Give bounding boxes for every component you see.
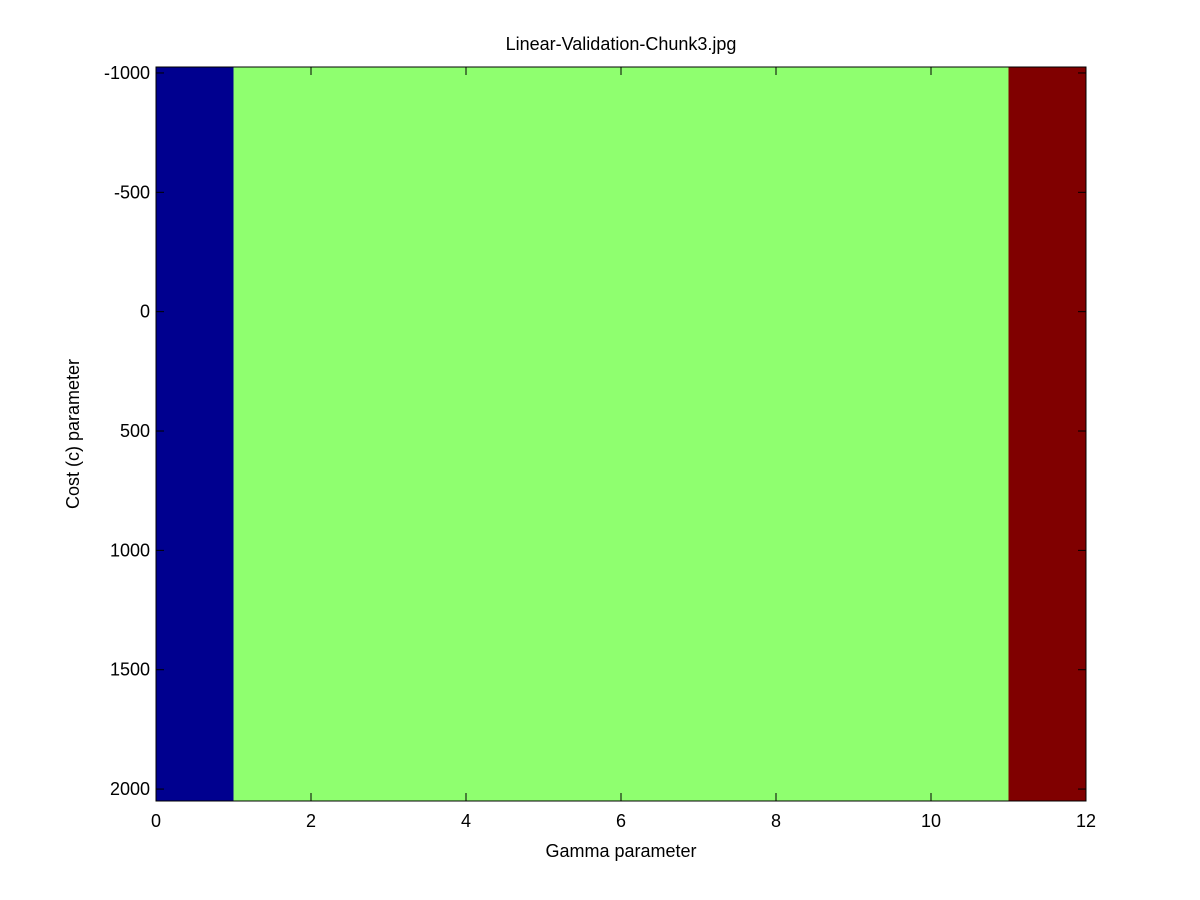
y-tick-label: 2000 [110,779,150,799]
heatmap-cells [156,67,1086,801]
heatmap-cell [1008,67,1086,801]
y-tick-label: 1500 [110,660,150,680]
heatmap-cell [156,67,234,801]
x-axis-label: Gamma parameter [545,841,696,861]
y-tick-label: 500 [120,421,150,441]
x-tick-label: 12 [1076,811,1096,831]
x-tick-label: 6 [616,811,626,831]
x-tick-label: 10 [921,811,941,831]
y-tick-label: 0 [140,302,150,322]
x-tick-label: 0 [151,811,161,831]
y-tick-label: -1000 [104,63,150,83]
heatmap-cell [233,67,1009,801]
x-tick-label: 2 [306,811,316,831]
x-tick-label: 8 [771,811,781,831]
y-tick-label: -500 [114,182,150,202]
y-axis-label: Cost (c) parameter [63,359,83,509]
chart-title: Linear-Validation-Chunk3.jpg [506,34,737,54]
axis-ticks: 0 2 4 6 8 10 12 -1000 -500 0 500 1000 1500 2000 [104,63,1096,831]
x-tick-label: 4 [461,811,471,831]
y-tick-label: 1000 [110,540,150,560]
